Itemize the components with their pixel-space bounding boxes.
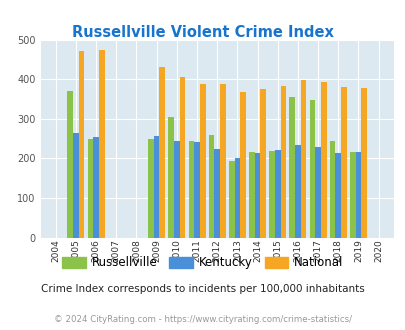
Text: Crime Index corresponds to incidents per 100,000 inhabitants: Crime Index corresponds to incidents per… bbox=[41, 284, 364, 294]
Bar bbox=[67, 91, 73, 238]
Bar bbox=[320, 82, 326, 238]
Bar bbox=[274, 150, 280, 238]
Bar bbox=[179, 77, 185, 238]
Bar bbox=[228, 161, 234, 238]
Bar bbox=[87, 139, 93, 238]
Bar bbox=[329, 141, 335, 238]
Bar bbox=[340, 87, 346, 238]
Bar bbox=[199, 84, 205, 238]
Legend: Russellville, Kentucky, National: Russellville, Kentucky, National bbox=[58, 252, 347, 274]
Bar bbox=[240, 92, 245, 238]
Bar bbox=[315, 147, 320, 238]
Bar bbox=[349, 152, 355, 238]
Bar bbox=[79, 51, 84, 238]
Bar bbox=[168, 117, 174, 238]
Bar bbox=[360, 87, 366, 238]
Bar bbox=[214, 149, 220, 238]
Bar bbox=[174, 141, 179, 238]
Bar bbox=[194, 142, 199, 238]
Bar bbox=[99, 50, 104, 238]
Bar bbox=[300, 80, 306, 238]
Bar bbox=[335, 153, 340, 238]
Bar bbox=[153, 136, 159, 238]
Bar bbox=[269, 151, 274, 238]
Bar bbox=[249, 152, 254, 238]
Bar bbox=[93, 137, 99, 238]
Bar bbox=[159, 67, 165, 238]
Bar bbox=[309, 100, 315, 238]
Bar bbox=[148, 139, 153, 238]
Text: © 2024 CityRating.com - https://www.cityrating.com/crime-statistics/: © 2024 CityRating.com - https://www.city… bbox=[54, 315, 351, 324]
Bar bbox=[260, 89, 265, 238]
Bar bbox=[234, 158, 240, 238]
Bar bbox=[188, 141, 194, 238]
Bar bbox=[73, 133, 79, 238]
Bar bbox=[289, 97, 294, 238]
Bar bbox=[254, 153, 260, 238]
Bar bbox=[220, 84, 225, 238]
Bar bbox=[355, 152, 360, 238]
Text: Russellville Violent Crime Index: Russellville Violent Crime Index bbox=[72, 25, 333, 40]
Bar bbox=[294, 145, 300, 238]
Bar bbox=[208, 135, 214, 238]
Bar bbox=[280, 86, 286, 238]
